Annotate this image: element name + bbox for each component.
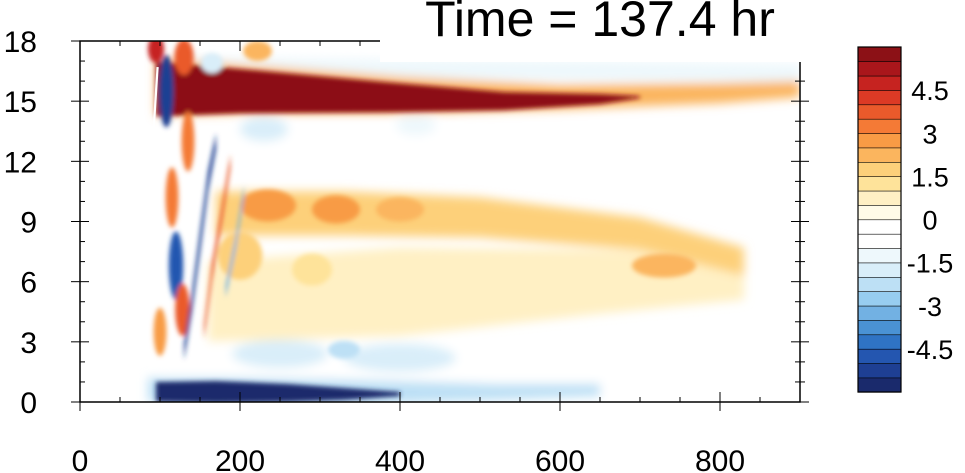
plot-area: [80, 41, 800, 402]
x-tick-label: 400: [375, 445, 425, 473]
colorbar-label: -1.5: [907, 249, 954, 279]
left-negative-core: [168, 231, 184, 300]
y-tick-label: 3: [20, 327, 37, 360]
colorbar-swatch: [857, 46, 902, 62]
colorbar-swatch: [857, 61, 902, 77]
negative-blob: [232, 339, 328, 368]
left-positive-core: [181, 111, 195, 172]
left-positive-core: [153, 307, 167, 356]
mid-positive-core: [240, 189, 296, 222]
chart-title: Time = 137.4 hr: [425, 0, 775, 47]
left-positive-blob: [243, 41, 272, 62]
colorbar-swatch: [857, 118, 902, 134]
colorbar-swatch: [857, 247, 902, 264]
negative-blob: [344, 343, 456, 372]
mid-positive-core: [312, 195, 360, 224]
contour-field: [136, 41, 800, 402]
x-tick-label: 200: [215, 445, 265, 473]
left-positive-core: [175, 283, 190, 336]
title-background: [380, 0, 830, 62]
colorbar-swatch: [857, 204, 902, 221]
colorbar-swatch: [857, 89, 902, 106]
colorbar-swatch: [857, 147, 902, 163]
front-boundary: [136, 67, 159, 383]
weak-negative-region: [240, 131, 720, 168]
colorbar-label: -4.5: [907, 335, 954, 365]
colorbar-swatch: [857, 104, 902, 120]
colorbar-swatch: [857, 291, 902, 307]
y-tick-label: 15: [4, 86, 37, 119]
front-positive-band: [204, 154, 231, 339]
title-group: Time = 137.4 hr: [380, 0, 830, 62]
colorbar-swatch: [857, 348, 902, 364]
colorbar-swatch: [857, 319, 902, 336]
x-tick-label: 800: [695, 445, 745, 473]
colorbar-swatch: [857, 176, 902, 192]
colorbar-swatch: [857, 190, 902, 206]
x-tick-label: 0: [72, 445, 89, 473]
weak-positive-region: [208, 247, 744, 342]
colorbar-swatch: [857, 362, 902, 379]
colorbar-swatch: [857, 219, 902, 235]
colorbar-swatch: [857, 132, 902, 149]
contour-layer-core: [148, 41, 696, 402]
colorbar: 4.5 3 1.5 0 -1.5 -3 -4.5: [857, 46, 954, 393]
positive-blob: [217, 231, 263, 280]
left-positive-core: [174, 41, 194, 76]
upper-positive-core: [156, 62, 640, 117]
colorbar-label: -3: [918, 292, 942, 322]
left-negative-blob: [200, 53, 224, 74]
colorbar-swatch: [857, 75, 902, 91]
y-tick-label: 12: [4, 146, 37, 179]
x-tick-label: 600: [535, 445, 585, 473]
colorbar-swatch: [857, 276, 902, 292]
colorbar-frame: [857, 46, 902, 393]
colorbar-swatch: [857, 233, 902, 249]
front-negative-band: [184, 133, 216, 360]
colorbar-swatch: [857, 262, 902, 278]
negative-blob: [240, 117, 288, 142]
negative-blob: [396, 115, 436, 136]
colorbar-label: 3: [922, 119, 937, 149]
colorbar-swatch: [857, 161, 902, 177]
y-tick-label: 9: [20, 207, 37, 240]
x-axis: 0 200 400 600 800: [72, 41, 801, 473]
colorbar-label: 0: [922, 206, 937, 236]
y-tick-label: 6: [20, 267, 37, 300]
y-tick-label: 18: [4, 26, 37, 59]
surface-negative-core: [156, 380, 400, 402]
colorbar-swatch: [857, 305, 902, 321]
front-negative-band: [225, 185, 244, 298]
positive-blob: [292, 253, 332, 286]
y-axis: 0 3 6 9 12 15 18: [4, 26, 809, 420]
y-tick-label: 0: [20, 387, 37, 420]
positive-blob: [632, 253, 696, 278]
colorbar-label: 1.5: [911, 162, 949, 192]
colorbar-label: 4.5: [911, 76, 949, 106]
colorbar-swatch: [857, 334, 902, 350]
left-negative-core: [159, 55, 174, 128]
negative-blob-core: [328, 340, 360, 359]
mid-positive-core: [376, 197, 424, 222]
colorbar-swatch: [857, 377, 902, 393]
left-positive-core: [148, 41, 164, 64]
left-positive-core: [165, 167, 179, 228]
